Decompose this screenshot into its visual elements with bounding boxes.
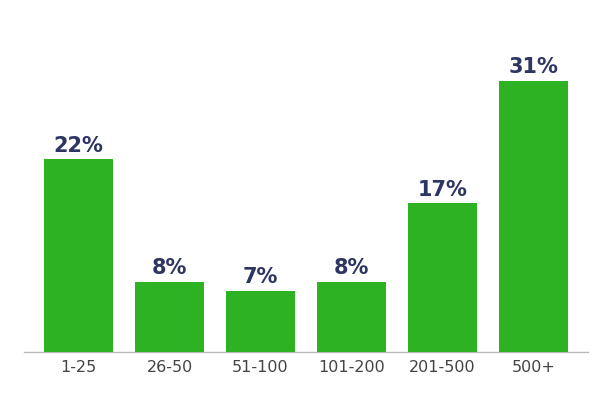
Text: 17%: 17%	[418, 180, 467, 200]
Text: 7%: 7%	[243, 267, 278, 287]
Bar	[317, 282, 386, 352]
Bar	[409, 203, 476, 352]
Bar	[44, 159, 113, 352]
Text: 8%: 8%	[152, 258, 187, 278]
Text: 22%: 22%	[53, 136, 104, 156]
Bar	[499, 80, 568, 352]
Bar	[226, 291, 295, 352]
Bar	[136, 282, 203, 352]
Text: 8%: 8%	[334, 258, 369, 278]
Text: 31%: 31%	[508, 57, 559, 77]
